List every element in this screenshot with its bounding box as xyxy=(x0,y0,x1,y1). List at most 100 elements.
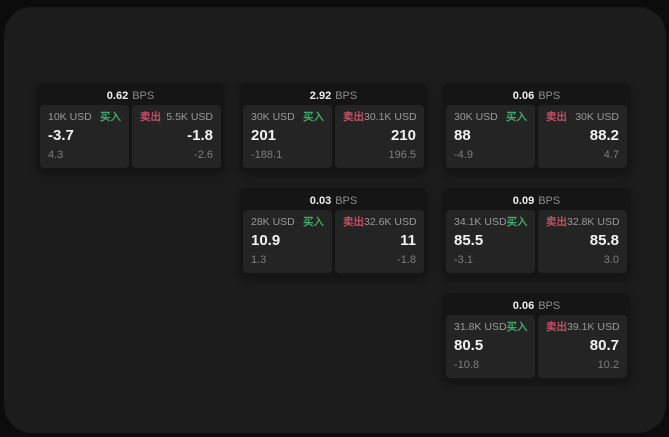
buy-sub-value: 4.3 xyxy=(48,149,64,161)
buy-panel[interactable]: 28K USD 买入 10.9 1.3 xyxy=(243,210,332,273)
quote-panels: 30K USD 买入 201 -188.1 卖出 30.1K USD 210 1… xyxy=(243,105,424,168)
quote-card: 0.62 BPS 10K USD 买入 -3.7 4.3 卖出 5.5K USD xyxy=(37,83,224,171)
buy-amount: 31.8K USD xyxy=(454,321,507,333)
card-header: 0.06 BPS xyxy=(446,86,627,105)
buy-panel[interactable]: 30K USD 买入 88 -4.9 xyxy=(446,105,535,168)
buy-panel-header: 31.8K USD 买入 xyxy=(454,321,528,333)
buy-price: 201 xyxy=(251,127,277,144)
buy-label: 买入 xyxy=(506,216,528,228)
quote-panels: 30K USD 买入 88 -4.9 卖出 30K USD 88.2 4.7 xyxy=(446,105,627,168)
sell-panel[interactable]: 卖出 5.5K USD -1.8 -2.6 xyxy=(132,105,221,168)
sell-amount: 30.1K USD xyxy=(364,111,417,123)
bps-value: 0.06 xyxy=(512,89,535,102)
app-window: 0.62 BPS 10K USD 买入 -3.7 4.3 卖出 5.5K USD xyxy=(4,7,666,433)
buy-label: 买入 xyxy=(100,111,121,123)
buy-price: 88 xyxy=(454,127,471,144)
sell-sub-value: 10.2 xyxy=(597,359,619,371)
buy-label: 买入 xyxy=(303,216,324,228)
card-header: 0.09 BPS xyxy=(446,191,627,210)
sell-panel[interactable]: 卖出 32.6K USD 11 -1.8 xyxy=(335,210,424,273)
sell-price: 11 xyxy=(400,232,416,249)
buy-panel[interactable]: 10K USD 买入 -3.7 4.3 xyxy=(40,105,129,168)
sell-amount: 30K USD xyxy=(575,111,619,123)
buy-sub-value: -4.9 xyxy=(454,149,473,161)
buy-price: 10.9 xyxy=(251,232,281,249)
buy-label: 买入 xyxy=(506,321,528,333)
buy-sub-value: -188.1 xyxy=(251,149,283,161)
sell-price: -1.8 xyxy=(187,127,213,144)
sell-panel[interactable]: 卖出 32.8K USD 85.8 3.0 xyxy=(538,210,627,273)
quote-card: 0.09 BPS 34.1K USD 买入 85.5 -3.1 卖出 32.8K… xyxy=(443,188,630,276)
buy-price: 85.5 xyxy=(454,232,484,249)
sell-sub-value: 196.5 xyxy=(388,149,416,161)
sell-panel-header: 卖出 32.6K USD xyxy=(343,216,417,228)
buy-amount: 10K USD xyxy=(48,111,92,123)
sell-sub-value: -2.6 xyxy=(194,149,213,161)
sell-label: 卖出 xyxy=(546,216,567,228)
quote-card: 0.06 BPS 30K USD 买入 88 -4.9 卖出 30K USD xyxy=(443,83,630,171)
bps-value: 2.92 xyxy=(309,89,332,102)
quote-panels: 10K USD 买入 -3.7 4.3 卖出 5.5K USD -1.8 -2.… xyxy=(40,105,221,168)
bps-unit: BPS xyxy=(335,89,358,102)
buy-amount: 28K USD xyxy=(251,216,295,228)
quote-panels: 34.1K USD 买入 85.5 -3.1 卖出 32.8K USD 85.8… xyxy=(446,210,627,273)
sell-label: 卖出 xyxy=(140,111,161,123)
sell-panel-header: 卖出 30K USD xyxy=(546,111,619,123)
buy-panel[interactable]: 34.1K USD 买入 85.5 -3.1 xyxy=(446,210,535,273)
sell-amount: 32.8K USD xyxy=(567,216,620,228)
sell-panel-header: 卖出 5.5K USD xyxy=(140,111,213,123)
sell-panel-header: 卖出 39.1K USD xyxy=(546,321,620,333)
sell-price: 210 xyxy=(390,127,416,144)
buy-amount: 34.1K USD xyxy=(454,216,507,228)
card-header: 0.03 BPS xyxy=(243,191,424,210)
bps-unit: BPS xyxy=(538,89,561,102)
quote-card: 0.03 BPS 28K USD 买入 10.9 1.3 卖出 32.6K US… xyxy=(240,188,427,276)
buy-label: 买入 xyxy=(506,111,527,123)
sell-amount: 39.1K USD xyxy=(567,321,620,333)
sell-label: 卖出 xyxy=(343,216,364,228)
buy-label: 买入 xyxy=(303,111,324,123)
sell-panel-header: 卖出 32.8K USD xyxy=(546,216,620,228)
bps-unit: BPS xyxy=(538,194,561,207)
buy-panel[interactable]: 31.8K USD 买入 80.5 -10.8 xyxy=(446,315,535,378)
sell-panel[interactable]: 卖出 39.1K USD 80.7 10.2 xyxy=(538,315,627,378)
buy-panel[interactable]: 30K USD 买入 201 -188.1 xyxy=(243,105,332,168)
quote-panels: 31.8K USD 买入 80.5 -10.8 卖出 39.1K USD 80.… xyxy=(446,315,627,378)
sell-label: 卖出 xyxy=(343,111,364,123)
bps-unit: BPS xyxy=(132,89,155,102)
bps-value: 0.06 xyxy=(512,299,535,312)
buy-panel-header: 10K USD 买入 xyxy=(48,111,121,123)
sell-amount: 32.6K USD xyxy=(364,216,417,228)
quotes-grid: 0.62 BPS 10K USD 买入 -3.7 4.3 卖出 5.5K USD xyxy=(37,83,630,381)
sell-amount: 5.5K USD xyxy=(166,111,213,123)
sell-label: 卖出 xyxy=(546,111,567,123)
buy-amount: 30K USD xyxy=(454,111,498,123)
bps-value: 0.62 xyxy=(106,89,129,102)
quote-panels: 28K USD 买入 10.9 1.3 卖出 32.6K USD 11 -1.8 xyxy=(243,210,424,273)
sell-sub-value: 3.0 xyxy=(603,254,619,266)
sell-label: 卖出 xyxy=(546,321,567,333)
buy-sub-value: 1.3 xyxy=(251,254,267,266)
buy-panel-header: 30K USD 买入 xyxy=(454,111,527,123)
buy-price: -3.7 xyxy=(48,127,74,144)
card-header: 0.06 BPS xyxy=(446,296,627,315)
card-header: 0.62 BPS xyxy=(40,86,221,105)
sell-sub-value: 4.7 xyxy=(603,149,619,161)
buy-price: 80.5 xyxy=(454,337,484,354)
sell-panel[interactable]: 卖出 30.1K USD 210 196.5 xyxy=(335,105,424,168)
quote-card: 2.92 BPS 30K USD 买入 201 -188.1 卖出 30.1K … xyxy=(240,83,427,171)
sell-price: 88.2 xyxy=(589,127,619,144)
sell-panel[interactable]: 卖出 30K USD 88.2 4.7 xyxy=(538,105,627,168)
sell-price: 80.7 xyxy=(589,337,619,354)
buy-sub-value: -10.8 xyxy=(454,359,480,371)
buy-sub-value: -3.1 xyxy=(454,254,473,266)
buy-panel-header: 34.1K USD 买入 xyxy=(454,216,528,228)
bps-value: 0.09 xyxy=(512,194,535,207)
sell-price: 85.8 xyxy=(589,232,619,249)
buy-panel-header: 28K USD 买入 xyxy=(251,216,324,228)
bps-unit: BPS xyxy=(538,299,561,312)
sell-sub-value: -1.8 xyxy=(397,254,416,266)
sell-panel-header: 卖出 30.1K USD xyxy=(343,111,417,123)
buy-amount: 30K USD xyxy=(251,111,295,123)
buy-panel-header: 30K USD 买入 xyxy=(251,111,324,123)
